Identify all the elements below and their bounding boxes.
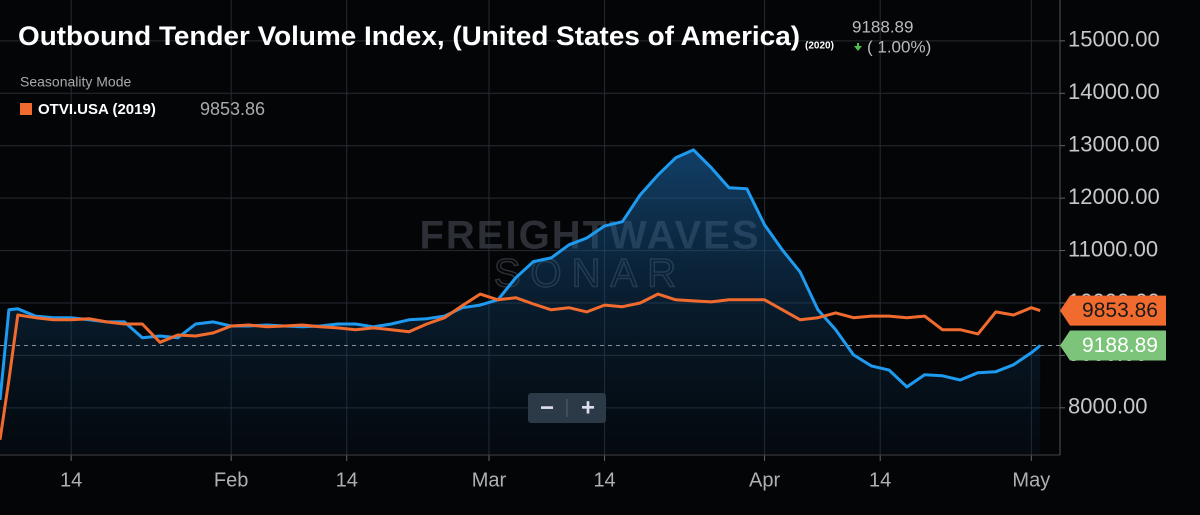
x-tick-label: 14 — [336, 469, 358, 491]
x-tick-label: May — [1012, 469, 1050, 491]
zoom-in[interactable]: + — [581, 394, 595, 421]
x-tick-label: 14 — [60, 469, 82, 491]
change: ( 1.00%) — [867, 37, 931, 56]
y-tick-label: 11000.00 — [1068, 236, 1158, 261]
value-tag — [1060, 330, 1166, 361]
y-tick-label: 14000.00 — [1068, 79, 1160, 104]
legend-value: 9853.86 — [200, 99, 265, 119]
x-tick-label: Mar — [472, 469, 507, 491]
y-tick-label: 8000.00 — [1068, 394, 1148, 419]
zoom-out[interactable]: − — [540, 394, 554, 421]
line — [0, 292, 1041, 441]
chart-title: Outbound Tender Volume Index, (United St… — [18, 21, 800, 51]
x-tick-label: 14 — [869, 469, 891, 491]
y-tick-label: 15000.00 — [1068, 27, 1160, 52]
up-arrow — [854, 43, 862, 51]
subtitle: Seasonality Mode — [20, 74, 132, 90]
line — [0, 148, 1042, 401]
plot: 9188.89 9853.86 — [0, 148, 1166, 455]
x-tick-label: Feb — [214, 469, 248, 491]
value-tag — [1060, 295, 1166, 326]
x-tick-label: Apr — [749, 469, 780, 491]
legend-swatch — [20, 103, 32, 115]
legend: OTVI.USA (2019) 9853.86 — [20, 99, 265, 119]
y-tick-label: 12000.00 — [1068, 184, 1160, 209]
area — [0, 149, 1041, 455]
series-label: (2020) — [805, 41, 834, 52]
x-tick-label: 14 — [593, 469, 615, 491]
last-value: 9188.89 — [852, 17, 913, 36]
legend-label: OTVI.USA (2019) — [38, 101, 156, 118]
value-tag-label: 9188.89 — [1082, 334, 1158, 357]
value-tag-label: 9853.86 — [1082, 299, 1158, 322]
y-tick-label: 13000.00 — [1068, 132, 1160, 157]
zoom-control: − + — [528, 393, 606, 423]
